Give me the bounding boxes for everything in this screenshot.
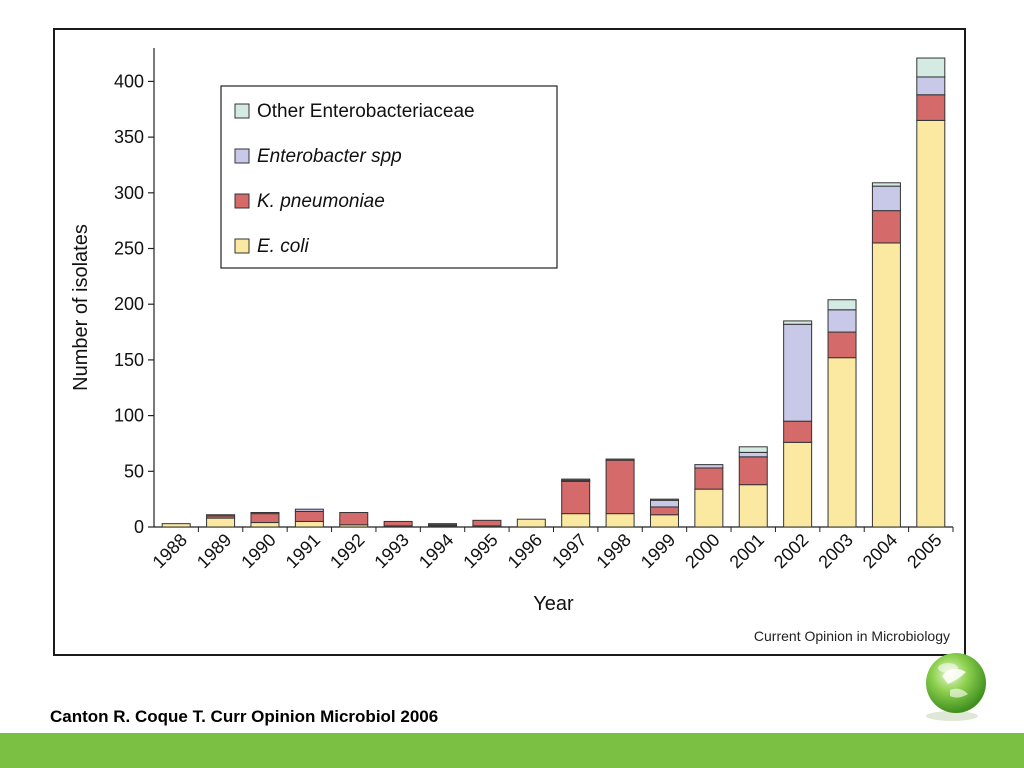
bar-segment: [916, 94, 946, 121]
axes: [148, 48, 954, 532]
legend-box: [220, 85, 558, 269]
bar-segment: [561, 478, 591, 481]
x-tick-label: 1995: [459, 530, 501, 572]
bar-segment: [161, 523, 191, 528]
bar-segment: [605, 513, 635, 528]
bar-segment: [605, 458, 635, 461]
y-tick-label: 150: [114, 350, 144, 370]
x-tick-label: 1990: [237, 530, 279, 572]
x-tick-label: 1996: [504, 530, 546, 572]
bar-segment: [561, 513, 591, 528]
x-axis-title: Year: [533, 593, 574, 615]
bar-segment: [694, 467, 724, 490]
x-tick-label: 1998: [592, 530, 634, 572]
x-tick-label: 2005: [903, 530, 945, 572]
bar-segment: [783, 441, 813, 528]
x-tick-label: 1993: [371, 530, 413, 572]
x-tick-label: 2004: [859, 530, 901, 572]
bar-segment: [738, 456, 768, 486]
y-axis-title: Number of isolates: [70, 224, 92, 391]
legend-label: E. coli: [257, 236, 310, 257]
y-tick-label: 100: [114, 406, 144, 426]
bar-segment: [916, 119, 946, 528]
x-tick-label: 2001: [726, 530, 768, 572]
y-tick-label: 250: [114, 239, 144, 259]
citation: Canton R. Coque T. Curr Opinion Microbio…: [50, 707, 439, 726]
x-tick-label: 1999: [637, 530, 679, 572]
bar-segment: [294, 520, 324, 528]
bar-segment: [428, 523, 458, 526]
figure-frame: 0 50 100 150 200 250 300 350 400 1988 1989 1990 1991…: [53, 28, 966, 656]
bar-segment: [738, 484, 768, 528]
x-tick-label: 1997: [548, 530, 590, 572]
bar-segment: [916, 57, 946, 78]
bar-segment: [294, 510, 324, 522]
bar-segment: [206, 517, 236, 528]
bar-segment: [738, 446, 768, 453]
source-note: Current Opinion in Microbiology: [754, 628, 950, 644]
bar-segment: [516, 518, 546, 528]
bar-segment: [649, 498, 679, 501]
bar-segment: [827, 299, 857, 311]
bar-segment: [827, 357, 857, 528]
bar-segment: [783, 320, 813, 325]
legend-label: Other Enterobacteriaceae: [257, 101, 475, 122]
y-tick-label: 50: [124, 461, 144, 481]
green-orb-logo-icon: [926, 653, 986, 721]
x-tick-label: 1994: [415, 530, 457, 572]
legend-label: K. pneumoniae: [257, 191, 385, 212]
bar-segment: [250, 512, 280, 515]
bar-segment: [649, 514, 679, 528]
bars: [161, 57, 946, 528]
legend-swatch: [234, 238, 250, 254]
x-tick-label: 1989: [193, 530, 235, 572]
x-tick-label: 2003: [814, 530, 856, 572]
legend-swatch: [234, 148, 250, 164]
bar-segment: [561, 480, 591, 515]
y-tick-label: 0: [134, 517, 144, 537]
stacked-bar-chart: 0 50 100 150 200 250 300 350 400 1988 1989 1990 1991…: [70, 48, 954, 644]
footer-bar: [0, 733, 1024, 768]
bar-segment: [250, 513, 280, 524]
x-tick-label: 1988: [149, 530, 191, 572]
bar-segment: [916, 76, 946, 96]
legend-label: Enterobacter spp: [257, 146, 402, 167]
bar-segment: [649, 499, 679, 508]
bar-segment: [871, 242, 901, 528]
bar-segment: [694, 488, 724, 528]
bar-segment: [294, 508, 324, 512]
y-tick-label: 400: [114, 71, 144, 91]
bar-segment: [827, 331, 857, 359]
x-tick-label: 2002: [770, 530, 812, 572]
bar-segment: [472, 519, 502, 527]
bar-segment: [383, 520, 413, 527]
bar-segment: [738, 451, 768, 458]
bar-segment: [783, 420, 813, 443]
bar-segment: [783, 323, 813, 422]
bar-segment: [605, 459, 635, 515]
bar-segment: [871, 182, 901, 187]
bar-segment: [694, 464, 724, 469]
legend-swatch: [234, 103, 250, 119]
bar-segment: [339, 512, 369, 526]
x-tick-label: 2000: [681, 530, 723, 572]
bar-segment: [649, 506, 679, 516]
bar-segment: [206, 514, 236, 517]
y-tick-label: 300: [114, 183, 144, 203]
x-tick-label: 1992: [326, 530, 368, 572]
bar-segment: [871, 185, 901, 212]
legend: Other Enterobacteriaceae Enterobacter spp…: [220, 85, 558, 269]
y-tick-label: 350: [114, 127, 144, 147]
bar-segment: [827, 309, 857, 333]
legend-swatch: [234, 193, 250, 209]
bar-segment: [871, 210, 901, 244]
y-tick-label: 200: [114, 294, 144, 314]
x-tick-label: 1991: [282, 530, 324, 572]
bar-segment: [250, 522, 280, 528]
